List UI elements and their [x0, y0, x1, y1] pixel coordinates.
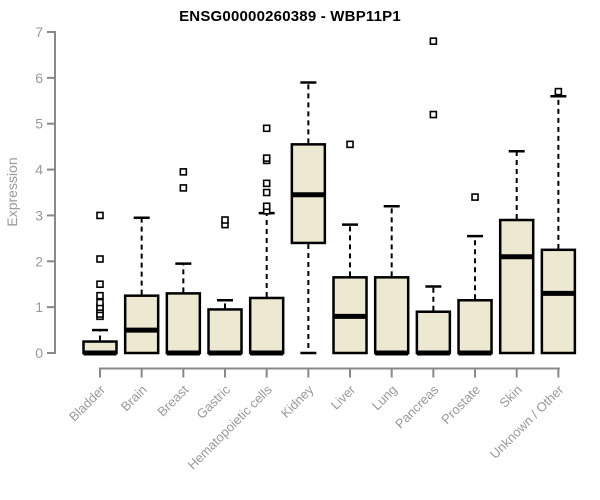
outlier-Bladder-8 — [96, 211, 104, 220]
box-Skin — [498, 218, 535, 355]
box-Pancreas — [415, 310, 452, 355]
x-tick-label-Pancreas: Pancreas — [392, 382, 442, 432]
x-tick-label-Prostate: Prostate — [438, 382, 483, 427]
y-tick-label-7: 7 — [35, 24, 43, 40]
x-tick-label-Brain: Brain — [118, 382, 150, 414]
box-Hematopoietic cells — [248, 296, 285, 355]
x-tick-label-Skin: Skin — [496, 382, 524, 410]
y-tick-label-6: 6 — [35, 70, 43, 86]
y-tick-label-5: 5 — [35, 116, 43, 132]
box-Prostate — [457, 299, 493, 355]
outlier-Breast-1 — [179, 168, 188, 176]
y-tick-label-0: 0 — [35, 345, 43, 361]
x-tick-label-Kidney: Kidney — [278, 382, 317, 421]
x-tick-label-Unknown / Other: Unknown / Other — [487, 382, 567, 462]
y-tick-label-1: 1 — [35, 299, 43, 315]
box-Lung — [373, 276, 410, 355]
outlier-Liver-0 — [346, 140, 354, 149]
outlier-Breast-0 — [179, 184, 188, 192]
outlier-Prostate-0 — [471, 193, 479, 201]
outlier-Pancreas-0 — [429, 110, 438, 119]
outlier-Bladder-4 — [96, 298, 104, 307]
outlier-Unknown / Other-0 — [554, 87, 563, 96]
y-axis-label: Expression — [4, 157, 20, 227]
outlier-Bladder-6 — [96, 280, 104, 289]
box-Breast — [165, 292, 202, 355]
y-tick-label-4: 4 — [35, 162, 43, 178]
x-tick-label-Lung: Lung — [369, 382, 400, 413]
x-tick-label-Bladder: Bladder — [66, 382, 109, 425]
outlier-Hematopoietic cells-5 — [262, 154, 271, 162]
outlier-Hematopoietic cells-6 — [262, 124, 271, 133]
outlier-Bladder-5 — [96, 291, 104, 300]
outlier-Hematopoietic cells-2 — [262, 188, 271, 197]
x-tick-label-Liver: Liver — [328, 382, 359, 413]
x-tick-label-Gastric: Gastric — [193, 382, 233, 422]
outlier-Pancreas-1 — [429, 37, 438, 45]
y-tick-label-3: 3 — [35, 207, 43, 223]
outlier-Hematopoietic cells-1 — [262, 202, 271, 211]
outlier-Gastric-1 — [221, 216, 229, 224]
box-Unknown / Other — [540, 248, 577, 355]
chart-title: ENSG00000260389 - WBP11P1 — [179, 8, 401, 25]
box-Brain — [123, 294, 160, 355]
box-Gastric — [207, 308, 243, 355]
outlier-Hematopoietic cells-3 — [262, 179, 271, 188]
outlier-Bladder-7 — [96, 255, 104, 263]
y-tick-label-2: 2 — [35, 253, 43, 269]
x-tick-label-Breast: Breast — [154, 382, 191, 419]
